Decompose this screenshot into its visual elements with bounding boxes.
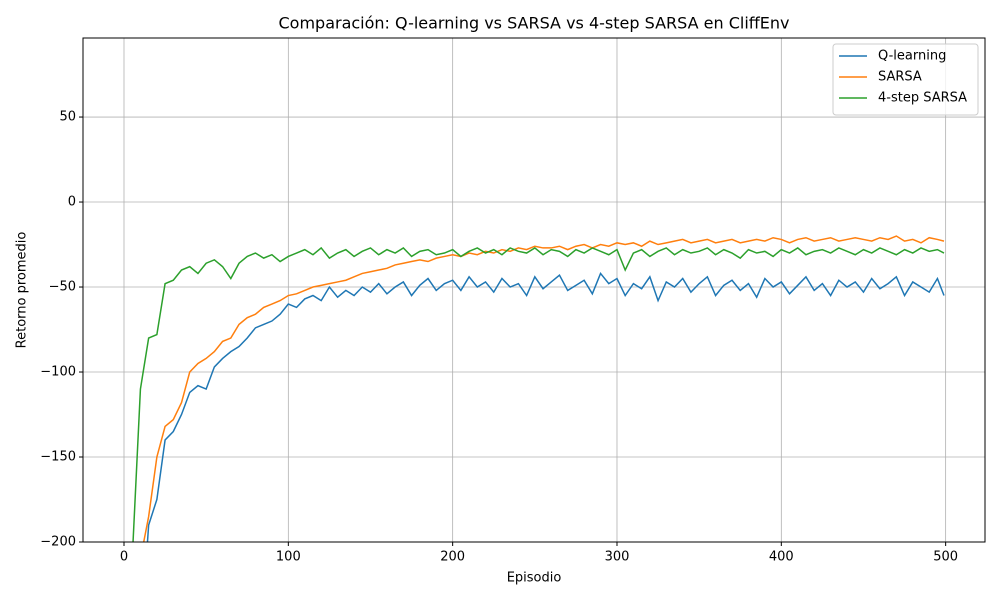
plot-frame (82, 37, 986, 543)
y-tick-label: 50 (59, 110, 76, 125)
x-tick-label: 200 (440, 550, 465, 565)
legend-box (832, 43, 979, 116)
y-tick-label: −200 (40, 535, 76, 550)
x-tick-label: 300 (605, 550, 630, 565)
y-tick-label: −100 (40, 365, 76, 380)
y-axis-label: Retorno promedio (15, 232, 30, 349)
legend: Q-learning SARSA 4-step SARSA (832, 43, 979, 116)
chart-title: Comparación: Q-learning vs SARSA vs 4-st… (278, 14, 789, 33)
legend-label: Q-learning (878, 49, 946, 64)
legend-label: 4-step SARSA (878, 91, 967, 106)
x-tick-label: 100 (276, 550, 301, 565)
y-tick-label: 0 (68, 195, 76, 210)
y-tick-label: −150 (40, 450, 76, 465)
series-line (142, 235, 945, 542)
x-tick-label: 400 (769, 550, 794, 565)
y-tick-label: −50 (49, 280, 76, 295)
series-line (132, 246, 945, 542)
series-line (146, 271, 945, 542)
x-axis-label: Episodio (507, 571, 562, 586)
x-tick-label: 500 (933, 550, 958, 565)
x-tick-label: 0 (120, 550, 128, 565)
ticks: 0 100 200 300 400 500 −200 −150 −100 −50 0 50 (40, 110, 958, 565)
plot-lines (132, 235, 945, 542)
legend-label: SARSA (878, 70, 922, 85)
